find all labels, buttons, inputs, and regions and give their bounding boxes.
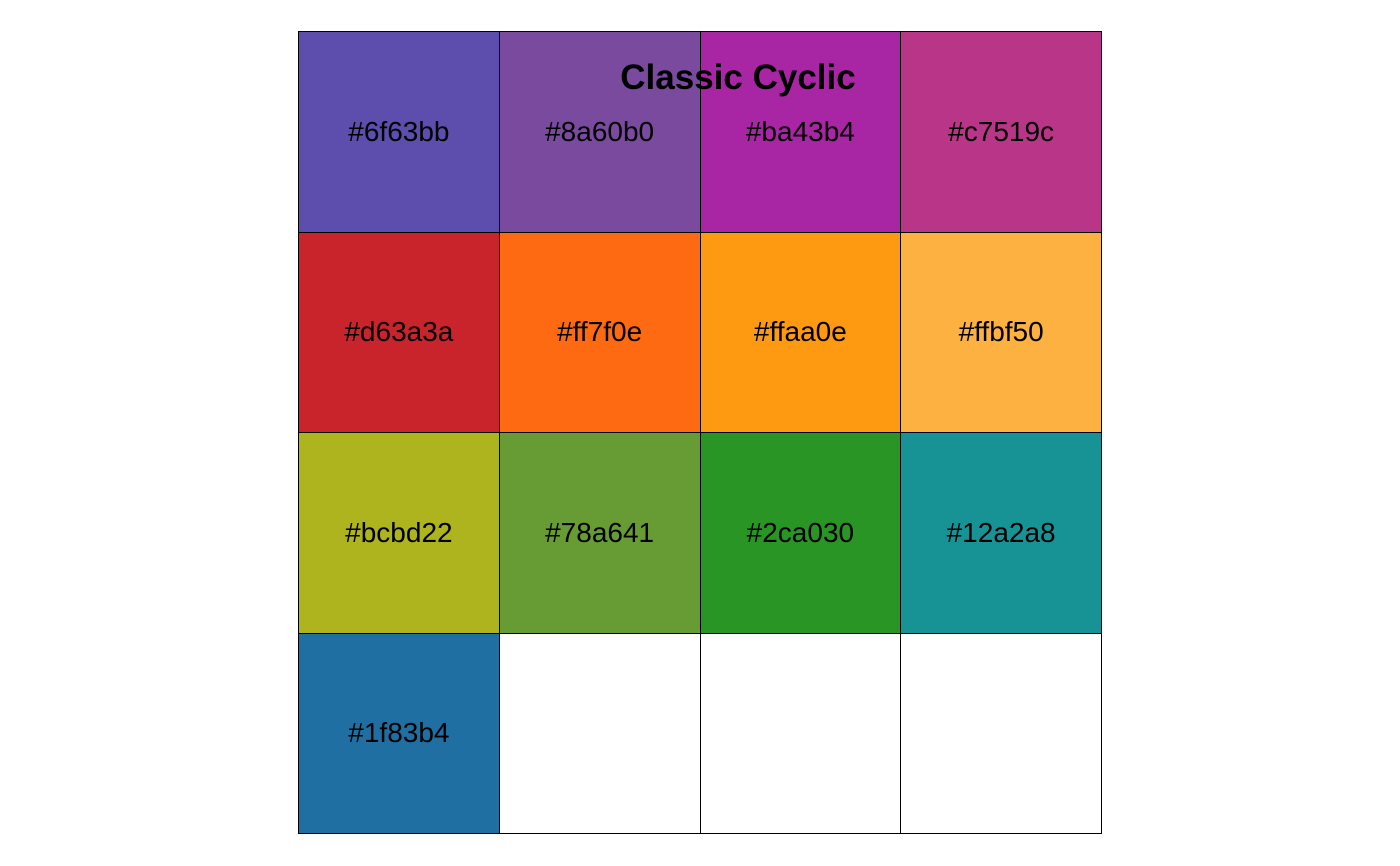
swatch-hex-label: #ff7f0e	[557, 316, 643, 348]
swatch-hex-label: #8a60b0	[545, 115, 655, 147]
swatch-hex-label: #6f63bb	[348, 115, 450, 147]
swatch-hex-label: #1f83b4	[348, 717, 450, 749]
swatch-hex-label: #c7519c	[948, 115, 1055, 147]
empty-swatch	[901, 633, 1102, 834]
color-swatch: #ffbf50	[901, 232, 1102, 433]
swatch-hex-label: #78a641	[545, 516, 655, 548]
color-swatch: #78a641	[499, 433, 701, 634]
color-swatch: #ba43b4	[700, 32, 902, 233]
empty-swatch	[700, 633, 902, 834]
color-swatch: #1f83b4	[299, 633, 500, 834]
color-swatch: #8a60b0	[499, 32, 701, 233]
swatch-hex-label: #d63a3a	[344, 316, 454, 348]
color-swatch: #ffaa0e	[700, 232, 902, 433]
swatch-hex-label: #ba43b4	[745, 115, 855, 147]
swatch-hex-label: #2ca030	[746, 516, 855, 548]
color-palette-grid: #6f63bb #8a60b0 #ba43b4 #c7519c #d63a3a …	[298, 31, 1102, 834]
swatch-hex-label: #ffbf50	[958, 316, 1044, 348]
color-swatch: #bcbd22	[299, 433, 500, 634]
color-swatch: #d63a3a	[299, 232, 500, 433]
swatch-hex-label: #12a2a8	[946, 516, 1056, 548]
palette-title: Classic Cyclic	[620, 58, 856, 97]
swatch-hex-label: #ffaa0e	[753, 316, 847, 348]
color-swatch: #12a2a8	[901, 433, 1102, 634]
swatch-hex-label: #bcbd22	[345, 516, 453, 548]
color-swatch: #ff7f0e	[499, 232, 701, 433]
color-swatch: #2ca030	[700, 433, 902, 634]
empty-swatch	[499, 633, 701, 834]
color-swatch: #6f63bb	[299, 32, 500, 233]
color-swatch: #c7519c	[901, 32, 1102, 233]
